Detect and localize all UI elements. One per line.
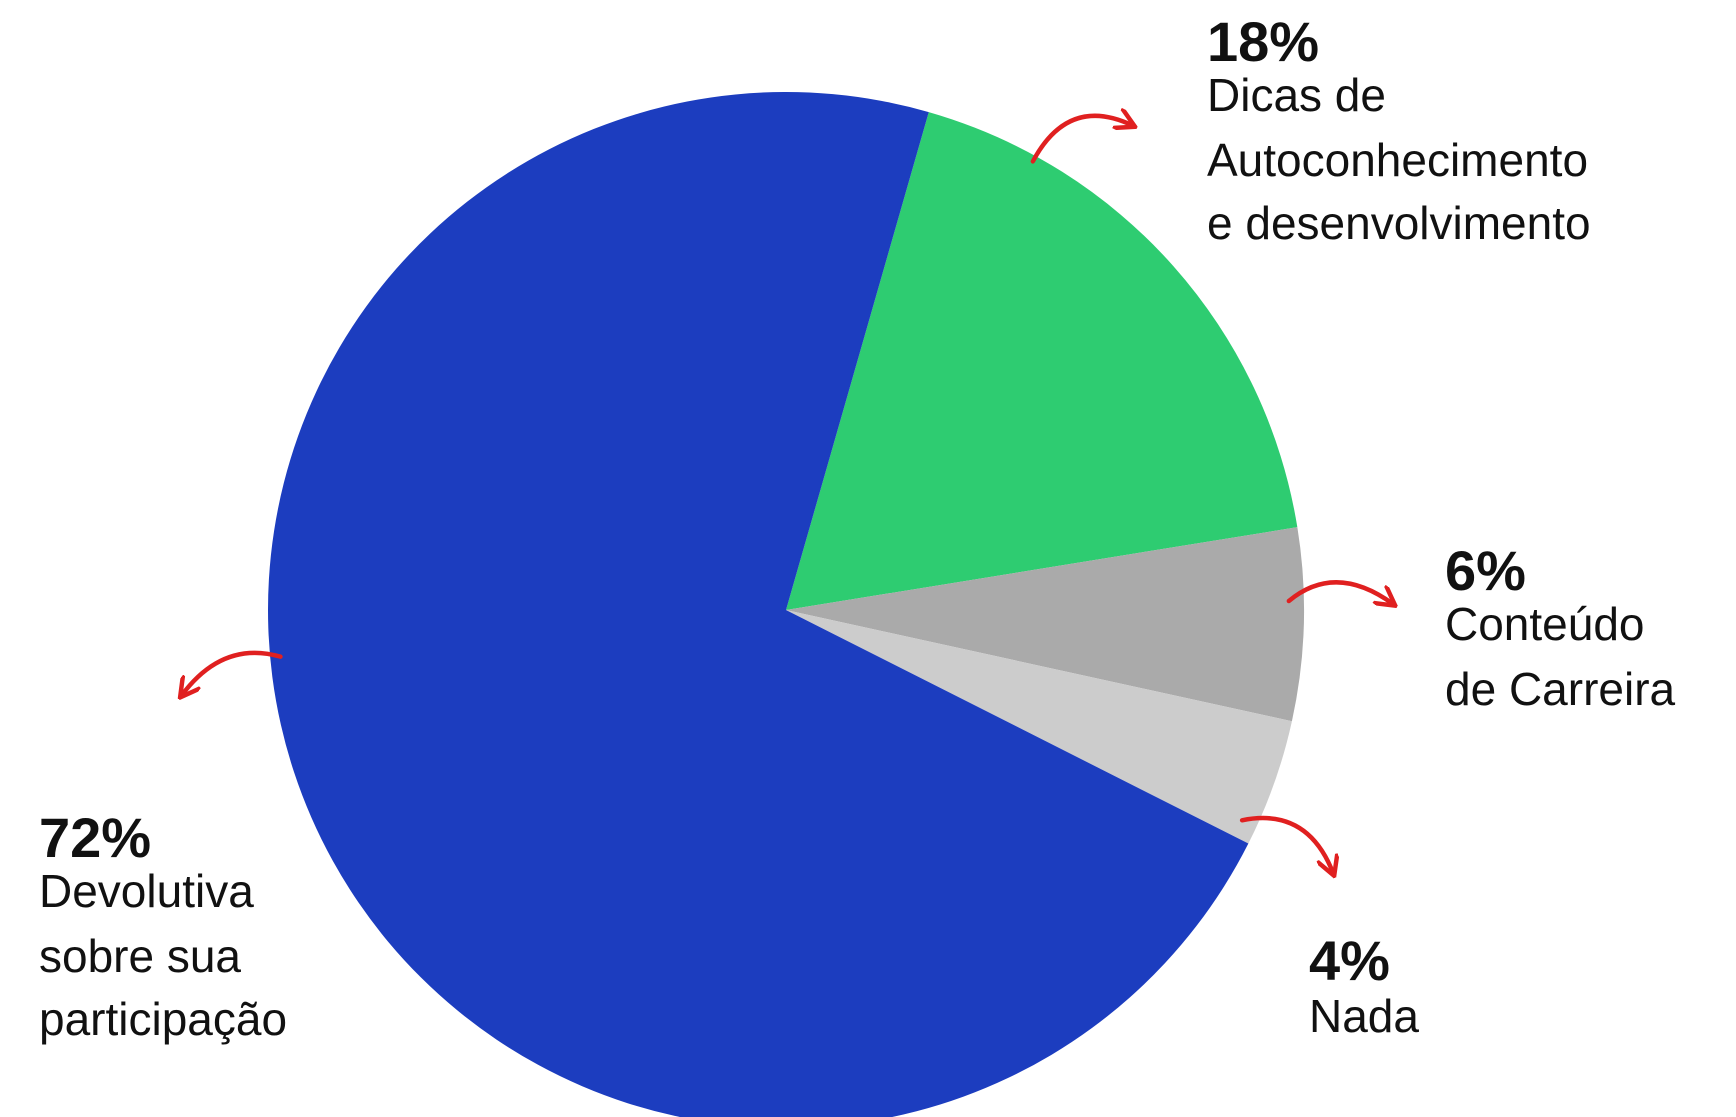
category-label: participação [39, 993, 287, 1045]
category-label: Autoconhecimento [1207, 134, 1588, 186]
slice [786, 112, 1298, 611]
arrow [1239, 815, 1333, 874]
value-label: 6% [1445, 539, 1526, 602]
arrow [1286, 580, 1394, 604]
slice [786, 610, 1292, 844]
value-label: 18% [1207, 10, 1319, 73]
category-label: sobre sua [39, 930, 241, 982]
value-label: 72% [39, 806, 151, 869]
pie [268, 92, 1304, 1117]
value-label: 4% [1309, 929, 1390, 992]
slice [268, 92, 1249, 1117]
category-label: Dicas de [1207, 69, 1386, 121]
category-label: e desenvolvimento [1207, 197, 1591, 249]
category-label: Devolutiva [39, 865, 254, 917]
category-label: Nada [1309, 990, 1419, 1042]
category-label: de Carreira [1445, 663, 1676, 715]
arrow [181, 650, 283, 696]
slice [786, 527, 1304, 722]
category-label: Conteúdo [1445, 598, 1645, 650]
arrows [181, 116, 1393, 874]
arrow [1030, 116, 1133, 164]
